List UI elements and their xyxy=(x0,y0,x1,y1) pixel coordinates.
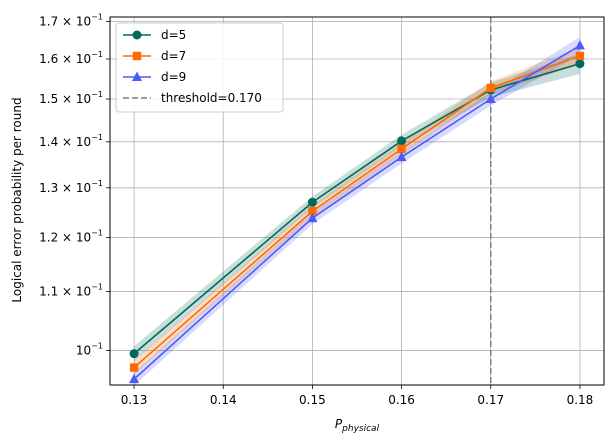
data-point xyxy=(574,40,585,50)
confidence-band xyxy=(134,53,580,362)
data-point xyxy=(129,373,140,384)
y-axis-ticks: 10−1 1.1 × 10−1 1.2 × 10−1 1.3 × 10−1 1.4 × … xyxy=(39,12,110,358)
y-tick-label: 1.5 × 10−1 xyxy=(39,90,103,106)
y-tick-label: 1.7 × 10−1 xyxy=(39,12,103,28)
x-tick-label: 0.13 xyxy=(121,393,148,407)
data-point xyxy=(485,93,496,104)
legend-label: d=7 xyxy=(161,49,186,63)
data-point xyxy=(129,363,139,372)
y-tick-label: 1.2 × 10−1 xyxy=(39,228,103,244)
x-axis-ticks: 0.13 0.14 0.15 0.16 0.17 0.18 xyxy=(121,385,594,407)
data-point xyxy=(575,59,585,69)
data-point xyxy=(396,151,407,162)
legend-marker xyxy=(132,30,142,40)
x-tick-label: 0.18 xyxy=(567,393,594,407)
x-tick-label: 0.15 xyxy=(299,393,326,407)
data-point xyxy=(397,136,407,146)
data-point xyxy=(308,206,317,216)
legend-label: d=9 xyxy=(161,70,186,84)
x-axis-label-base: P xyxy=(335,417,343,431)
x-tick-label: 0.14 xyxy=(210,393,237,407)
y-tick-label: 1.6 × 10−1 xyxy=(39,50,103,66)
legend: d=5 d=7 d=9 threshold=0.170 xyxy=(115,22,284,113)
data-point xyxy=(307,212,318,223)
x-tick-label: 0.16 xyxy=(388,393,415,407)
legend-marker xyxy=(132,51,142,61)
y-tick-label: 1.1 × 10−1 xyxy=(39,282,103,298)
series-lines xyxy=(129,40,585,384)
plot-frame xyxy=(109,16,605,386)
legend-marker xyxy=(132,71,142,81)
y-tick-label: 10−1 xyxy=(76,342,103,358)
x-axis-label: Pphysical xyxy=(335,417,380,434)
y-tick-label: 1.3 × 10−1 xyxy=(39,179,103,195)
data-point xyxy=(397,144,406,154)
x-tick-label: 0.17 xyxy=(477,393,504,407)
data-point xyxy=(307,197,317,207)
y-tick-label: 1.4 × 10−1 xyxy=(39,133,103,149)
legend-label: threshold=0.170 xyxy=(161,91,262,105)
legend-box xyxy=(115,22,284,113)
x-axis-label-sub: physical xyxy=(341,424,379,434)
data-point xyxy=(129,349,139,359)
y-axis-label: Logical error probability per round xyxy=(10,97,24,302)
data-point xyxy=(575,51,585,61)
legend-label: d=5 xyxy=(161,28,186,42)
data-point xyxy=(486,83,495,93)
